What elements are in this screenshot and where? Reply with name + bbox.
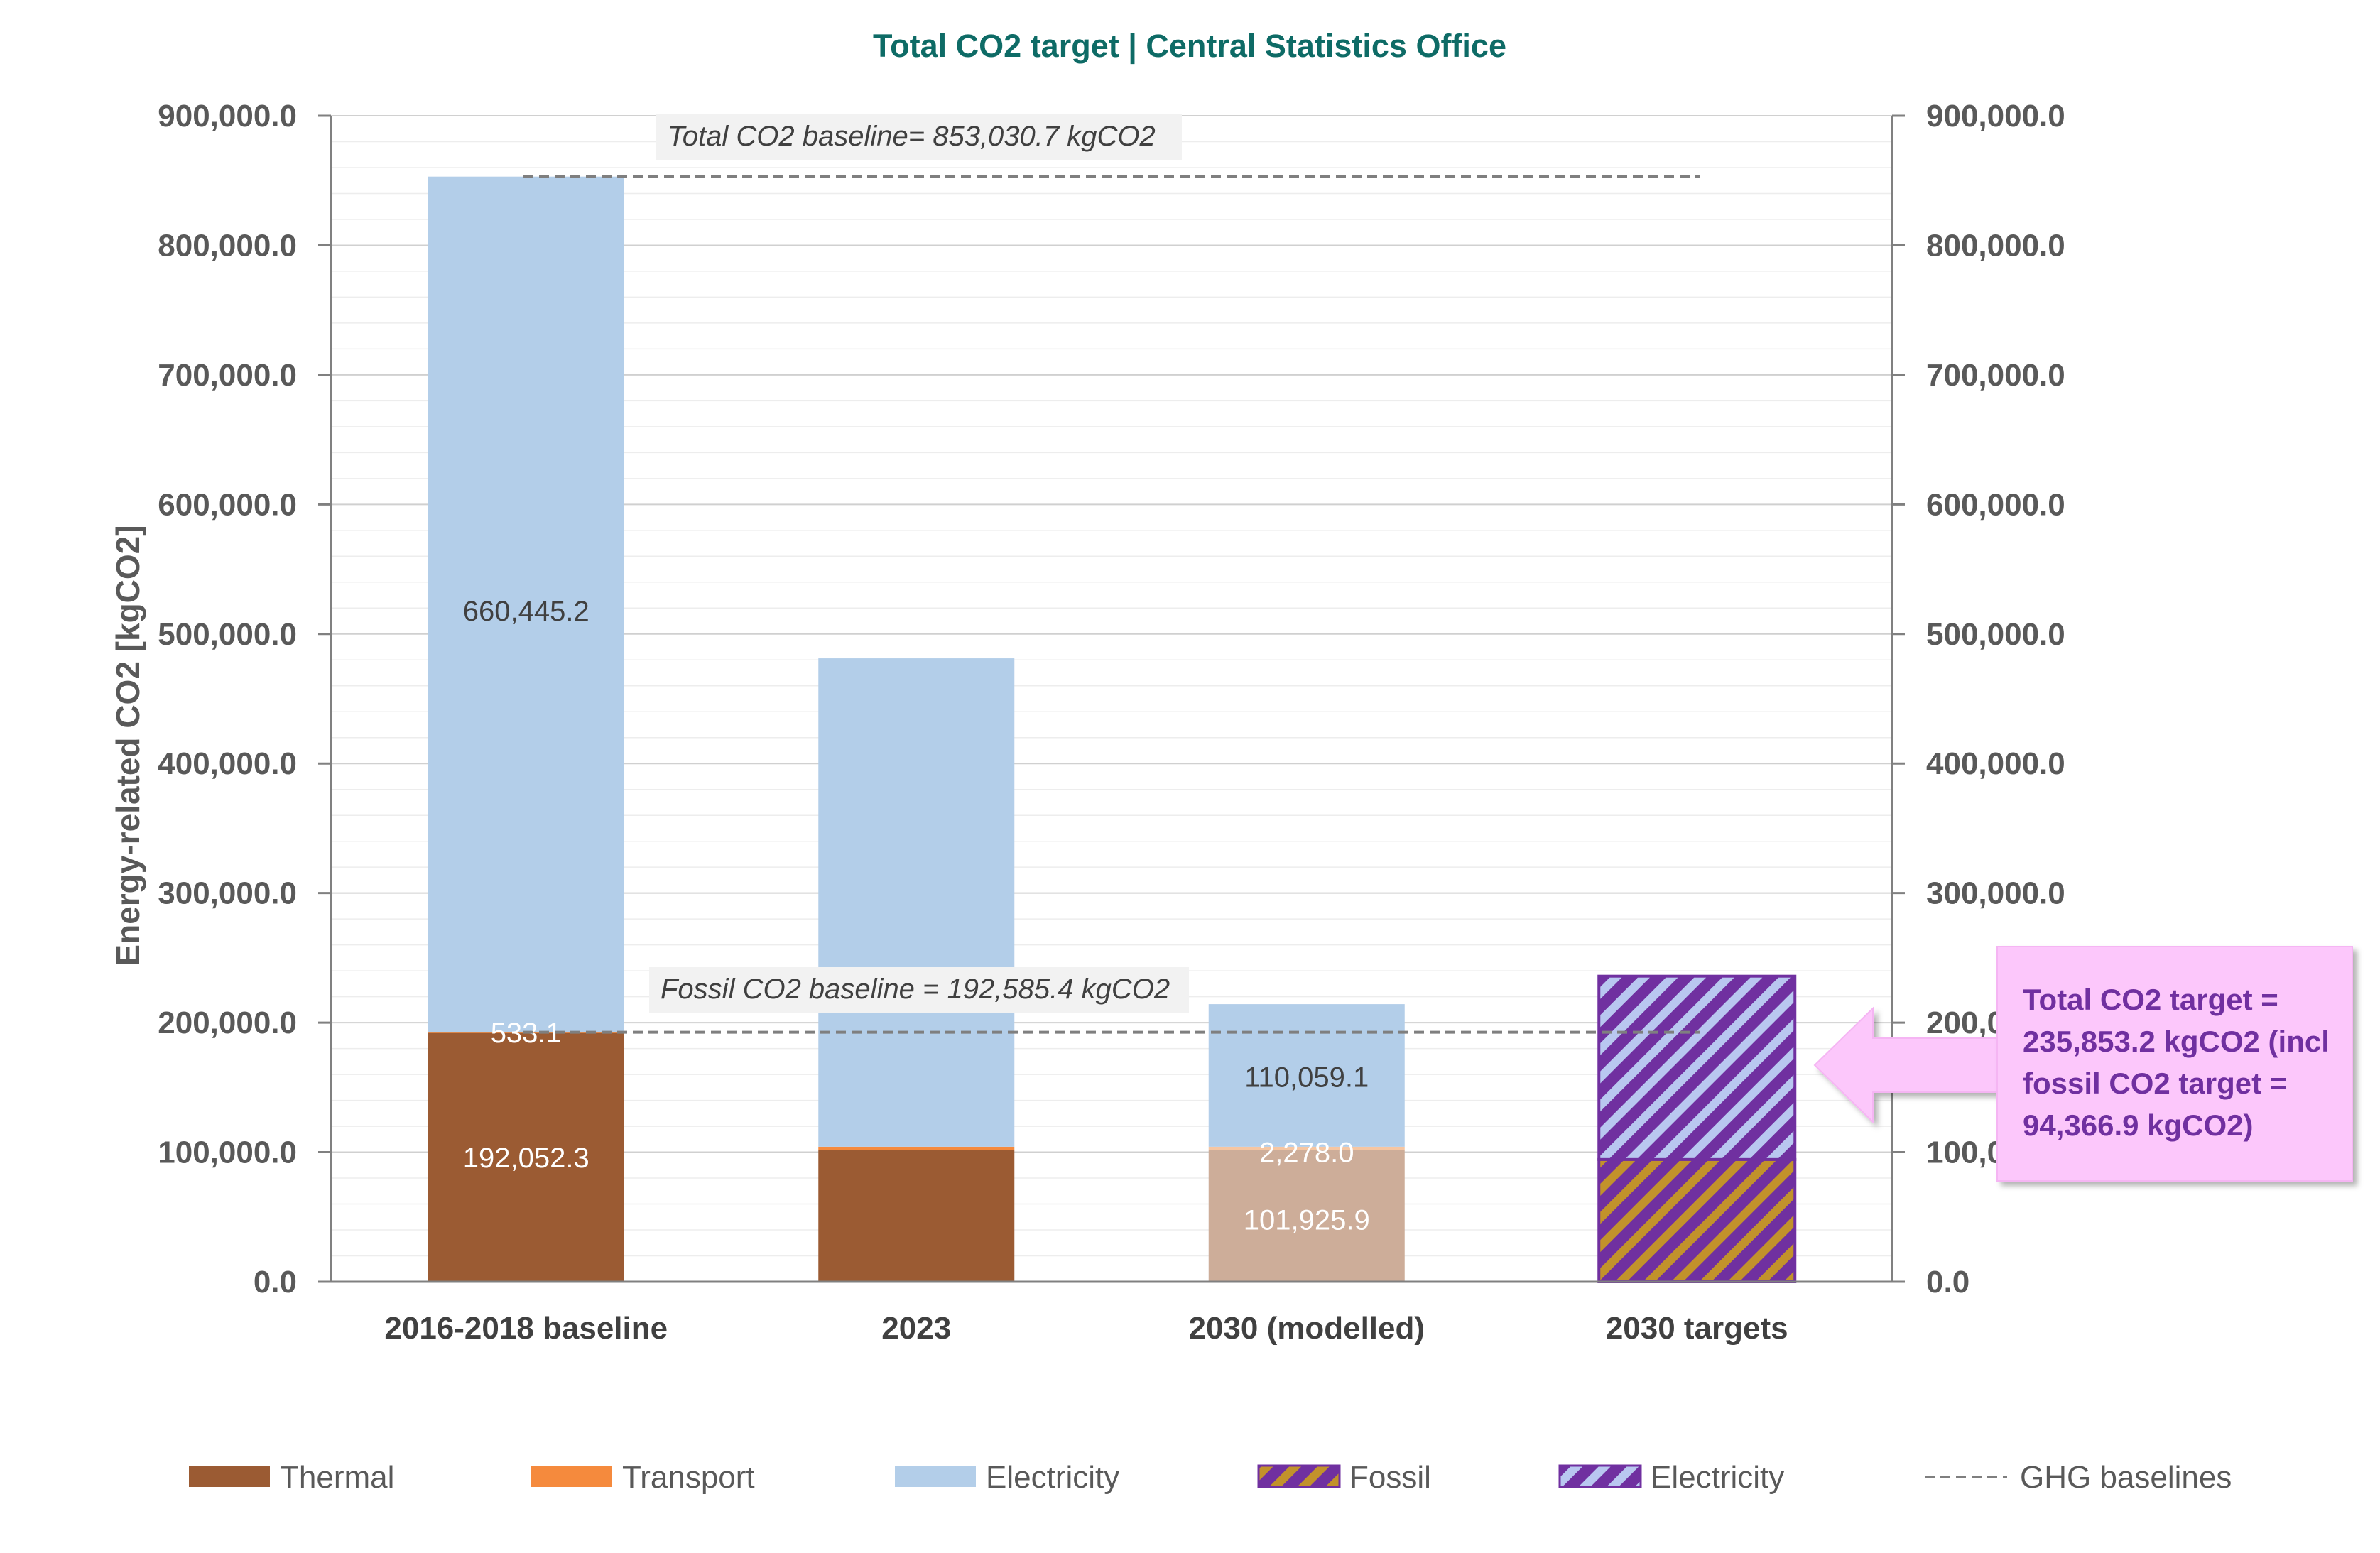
legend-swatch bbox=[189, 1466, 270, 1487]
x-category-label: 2016-2018 baseline bbox=[384, 1311, 668, 1346]
baselines: Total CO2 baseline= 853,030.7 kgCO2 Fossi… bbox=[523, 114, 1700, 1034]
bar-transport-2 bbox=[1208, 1146, 1405, 1150]
data-label: 110,059.1 bbox=[1244, 1062, 1369, 1094]
bars bbox=[428, 176, 1797, 1284]
y-tick-label: 700,000.0 bbox=[158, 358, 297, 393]
y-tick-label: 800,000.0 bbox=[158, 228, 297, 263]
data-labels: 192,052.3533.1660,445.2101,925.92,278.01… bbox=[463, 596, 1370, 1236]
legend-swatch bbox=[1257, 1464, 1341, 1488]
data-label: 660,445.2 bbox=[463, 596, 589, 627]
legend-label: Electricity bbox=[986, 1460, 1119, 1495]
y-tick-label: 400,000.0 bbox=[158, 746, 297, 781]
y2-tick-label: 400,000.0 bbox=[1926, 746, 2065, 781]
bar-electricity-2 bbox=[1208, 1004, 1405, 1147]
y2-tick-label: 0.0 bbox=[1926, 1265, 1969, 1299]
data-label: 101,925.9 bbox=[1244, 1204, 1370, 1236]
callout-text-line: fossil CO2 target = bbox=[2023, 1067, 2287, 1100]
legend-swatch bbox=[1558, 1464, 1642, 1488]
y-tick-label: 500,000.0 bbox=[158, 617, 297, 652]
legend-label: GHG baselines bbox=[2020, 1460, 2232, 1495]
callout-text-line: 94,366.9 kgCO2) bbox=[2023, 1108, 2254, 1142]
legend: Thermal Transport Electricity Fossil Electri… bbox=[189, 1460, 2232, 1495]
y-axis-title: Energy-related CO2 [kgCO2] bbox=[109, 525, 146, 966]
data-label: 2,278.0 bbox=[1259, 1138, 1354, 1169]
x-category-label: 2030 targets bbox=[1606, 1311, 1788, 1346]
y-tick-label: 100,000.0 bbox=[158, 1135, 297, 1170]
y-tick-label: 0.0 bbox=[254, 1265, 297, 1299]
legend-label: Electricity bbox=[1651, 1460, 1784, 1495]
y2-tick-label: 600,000.0 bbox=[1926, 487, 2065, 522]
y-tick-label: 300,000.0 bbox=[158, 876, 297, 911]
y2-tick-label: 800,000.0 bbox=[1926, 228, 2065, 263]
baseline-annotation: Fossil CO2 baseline = 192,585.4 kgCO2 bbox=[661, 974, 1170, 1005]
legend-label: Thermal bbox=[280, 1460, 394, 1495]
callout-box bbox=[1996, 946, 2353, 1182]
baseline-annotation: Total CO2 baseline= 853,030.7 kgCO2 bbox=[668, 121, 1156, 152]
x-category-label: 2023 bbox=[881, 1311, 951, 1346]
y2-tick-label: 900,000.0 bbox=[1926, 99, 2065, 133]
y2-tick-label: 500,000.0 bbox=[1926, 617, 2065, 652]
bar-fossil-3 bbox=[1597, 1157, 1797, 1284]
bar-thermal-2 bbox=[1208, 1150, 1405, 1282]
baseline-annotation-box bbox=[656, 114, 1182, 160]
x-category-label: 2030 (modelled) bbox=[1188, 1311, 1425, 1346]
baseline-annotation-box bbox=[649, 967, 1189, 1013]
legend-swatch bbox=[531, 1466, 612, 1487]
legend-label: Transport bbox=[622, 1460, 755, 1495]
bar-electricity-3 bbox=[1597, 974, 1797, 1161]
bar-thermal-1 bbox=[818, 1150, 1015, 1282]
chart-title: Total CO2 target | Central Statistics Of… bbox=[873, 28, 1506, 65]
bar-electricity-1 bbox=[818, 658, 1015, 1147]
y-tick-label: 600,000.0 bbox=[158, 487, 297, 522]
callout-text-line: Total CO2 target = bbox=[2023, 983, 2278, 1016]
target-callout: Total CO2 target = 235,853.2 kgCO2 (incl f… bbox=[1813, 946, 2353, 1182]
data-label: 192,052.3 bbox=[463, 1143, 589, 1174]
legend-swatch bbox=[895, 1466, 976, 1487]
y-tick-label: 900,000.0 bbox=[158, 99, 297, 133]
bar-thermal-0 bbox=[428, 1032, 624, 1282]
y2-tick-label: 300,000.0 bbox=[1926, 876, 2065, 911]
bar-transport-1 bbox=[818, 1146, 1015, 1150]
y2-tick-label: 700,000.0 bbox=[1926, 358, 2065, 393]
y-tick-label: 200,000.0 bbox=[158, 1006, 297, 1040]
callout-text-line: 235,853.2 kgCO2 (incl bbox=[2023, 1025, 2330, 1058]
bar-electricity-0 bbox=[428, 176, 624, 1032]
legend-label: Fossil bbox=[1349, 1460, 1431, 1495]
